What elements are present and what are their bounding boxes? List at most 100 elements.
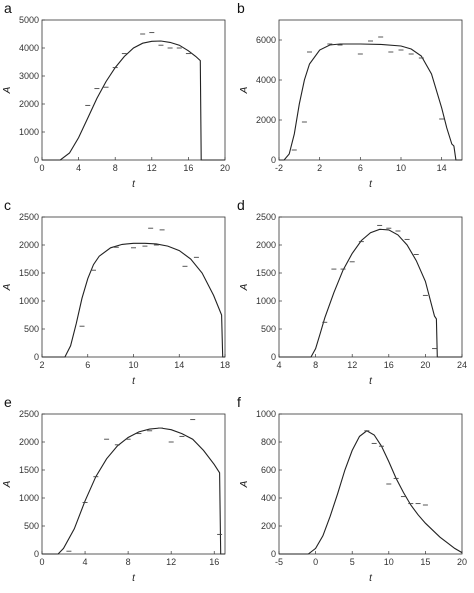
chart-panel-a: a 0 4 8 12 16 20 0 1000 2000 3000 4000 5000 t A [0, 0, 237, 197]
y-tick-label: 2000 [19, 99, 39, 109]
x-axis-label: t [132, 376, 136, 387]
y-tick-label: 400 [261, 493, 276, 503]
plot-frame [41, 216, 226, 358]
x-tick-label: 20 [457, 557, 467, 567]
panel-letter: c [4, 197, 11, 213]
x-tick-label: 0 [39, 557, 44, 567]
chart-svg: -2 2 6 10 14 0 2000 4000 6000 t A [239, 19, 463, 190]
x-tick-label: 10 [128, 360, 138, 370]
chart-svg: 2 6 10 14 18 0 500 1000 1500 2000 2500 t A [2, 212, 230, 387]
x-tick-label: 8 [113, 163, 118, 173]
y-axis-label: A [239, 480, 250, 488]
y-tick-label: 1500 [19, 268, 39, 278]
y-axis-label: A [239, 86, 250, 94]
y-tick-label: 600 [261, 465, 276, 475]
x-axis-label: t [369, 573, 373, 584]
plot-frame [278, 413, 463, 555]
x-tick-label: 6 [85, 360, 90, 370]
y-tick-label: 2000 [19, 437, 39, 447]
x-tick-label: 8 [126, 557, 131, 567]
chart-panel-f: f -5 0 5 10 15 20 0 200 400 600 800 1000 t A [237, 394, 474, 593]
y-tick-label: 0 [271, 549, 276, 559]
y-tick-label: 2500 [19, 409, 39, 419]
x-tick-label: 16 [209, 557, 219, 567]
chart-svg: 0 4 8 12 16 0 500 1000 1500 2000 2500 t A [2, 409, 226, 584]
plot-frame [41, 413, 226, 555]
fitted-curve [42, 242, 225, 358]
x-axis-label: t [369, 376, 373, 387]
y-tick-label: 2000 [19, 240, 39, 250]
chart-panel-e: e 0 4 8 12 16 0 500 1000 1500 2000 2500 t A [0, 394, 237, 593]
y-tick-label: 0 [34, 155, 39, 165]
plot-frame [278, 19, 463, 161]
y-axis-label: A [2, 86, 13, 94]
panel-letter: a [4, 0, 12, 16]
y-tick-label: 500 [24, 521, 39, 531]
x-tick-label: 14 [437, 163, 447, 173]
x-tick-label: 20 [220, 163, 230, 173]
x-tick-label: 18 [220, 360, 230, 370]
x-tick-label: 12 [347, 360, 357, 370]
y-tick-label: 0 [271, 155, 276, 165]
chart-panel-c: c 2 6 10 14 18 0 500 1000 1500 2000 2500 t A [0, 197, 237, 394]
y-tick-label: 2000 [256, 115, 276, 125]
panel-letter: b [237, 0, 245, 16]
x-axis-label: t [369, 179, 373, 190]
y-tick-label: 1000 [19, 127, 39, 137]
y-tick-label: 200 [261, 521, 276, 531]
y-tick-label: 4000 [256, 75, 276, 85]
y-tick-label: 500 [261, 324, 276, 334]
x-tick-label: 5 [350, 557, 355, 567]
fitted-curve [279, 430, 463, 555]
x-tick-label: 12 [166, 557, 176, 567]
x-axis-label: t [132, 573, 136, 584]
x-tick-label: 0 [39, 163, 44, 173]
x-tick-label: 2 [39, 360, 44, 370]
fitted-curve [42, 40, 225, 161]
chart-svg: 4 8 12 16 20 24 0 500 1000 1500 2000 2500 t A [239, 212, 467, 387]
x-tick-label: 20 [420, 360, 430, 370]
x-axis-label: t [132, 179, 136, 190]
x-tick-label: 4 [83, 557, 88, 567]
y-tick-label: 800 [261, 437, 276, 447]
y-tick-label: 1500 [256, 268, 276, 278]
fitted-curve [279, 228, 462, 358]
y-axis-label: A [2, 480, 13, 488]
y-tick-label: 6000 [256, 35, 276, 45]
plot-frame [41, 19, 226, 161]
x-tick-label: 10 [384, 557, 394, 567]
y-tick-label: 3000 [19, 71, 39, 81]
panel-letter: f [237, 394, 241, 410]
chart-panel-b: b -2 2 6 10 14 0 2000 4000 6000 t A [237, 0, 474, 197]
x-tick-label: 2 [317, 163, 322, 173]
y-axis-label: A [2, 283, 13, 291]
x-tick-label: 14 [174, 360, 184, 370]
x-tick-label: 24 [457, 360, 467, 370]
y-axis-label: A [239, 283, 250, 291]
x-tick-label: 12 [147, 163, 157, 173]
y-tick-label: 1000 [19, 296, 39, 306]
y-tick-label: 500 [24, 324, 39, 334]
chart-panel-d: d 4 8 12 16 20 24 0 500 1000 1500 2000 2500 t A [237, 197, 474, 394]
y-tick-label: 1000 [256, 409, 276, 419]
x-tick-label: 0 [313, 557, 318, 567]
y-tick-label: 5000 [19, 15, 39, 25]
y-tick-label: 2000 [256, 240, 276, 250]
x-tick-label: 16 [183, 163, 193, 173]
panel-letter: e [4, 394, 12, 410]
y-tick-label: 0 [34, 549, 39, 559]
x-tick-label: -2 [275, 163, 283, 173]
panel-letter: d [237, 197, 245, 213]
x-tick-label: 10 [396, 163, 406, 173]
y-tick-label: 0 [34, 352, 39, 362]
fitted-curve [42, 427, 225, 555]
x-tick-label: 8 [313, 360, 318, 370]
fitted-curve [279, 43, 462, 161]
plot-frame [278, 216, 463, 358]
chart-svg: 0 4 8 12 16 20 0 1000 2000 3000 4000 5000 t A [2, 15, 230, 190]
y-tick-label: 1000 [256, 296, 276, 306]
y-tick-label: 4000 [19, 43, 39, 53]
y-tick-label: 0 [271, 352, 276, 362]
x-tick-label: 15 [420, 557, 430, 567]
